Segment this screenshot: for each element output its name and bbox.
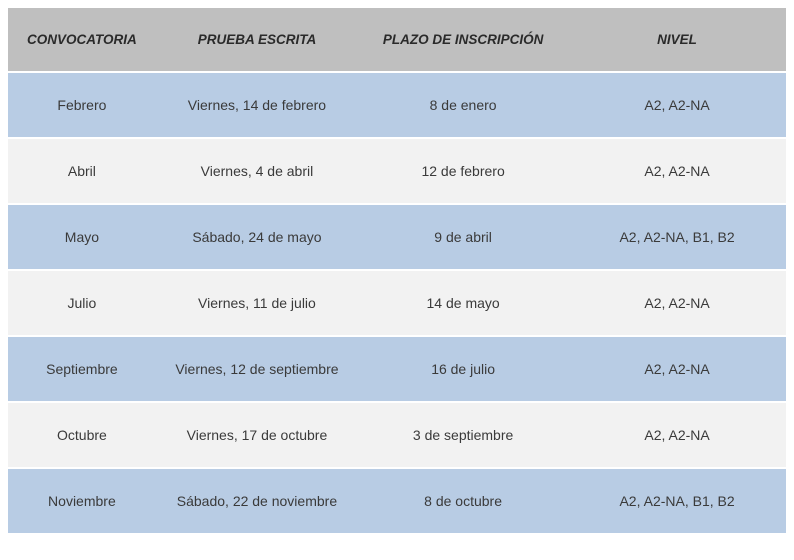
- table-row: Abril Viernes, 4 de abril 12 de febrero …: [8, 138, 786, 204]
- cell-plazo: 9 de abril: [358, 204, 568, 270]
- table-row: Febrero Viernes, 14 de febrero 8 de ener…: [8, 72, 786, 138]
- table-header: CONVOCATORIA PRUEBA ESCRITA PLAZO DE INS…: [8, 8, 786, 72]
- cell-convocatoria: Mayo: [8, 204, 156, 270]
- cell-prueba: Sábado, 24 de mayo: [156, 204, 358, 270]
- table-row: Mayo Sábado, 24 de mayo 9 de abril A2, A…: [8, 204, 786, 270]
- cell-prueba: Sábado, 22 de noviembre: [156, 468, 358, 534]
- cell-plazo: 3 de septiembre: [358, 402, 568, 468]
- cell-nivel: A2, A2-NA, B1, B2: [568, 204, 786, 270]
- cell-nivel: A2, A2-NA: [568, 336, 786, 402]
- cell-convocatoria: Julio: [8, 270, 156, 336]
- cell-convocatoria: Abril: [8, 138, 156, 204]
- cell-nivel: A2, A2-NA, B1, B2: [568, 468, 786, 534]
- cell-convocatoria: Octubre: [8, 402, 156, 468]
- table-row: Septiembre Viernes, 12 de septiembre 16 …: [8, 336, 786, 402]
- table-row: Octubre Viernes, 17 de octubre 3 de sept…: [8, 402, 786, 468]
- cell-plazo: 14 de mayo: [358, 270, 568, 336]
- header-plazo-inscripcion: PLAZO DE INSCRIPCIÓN: [358, 8, 568, 72]
- cell-plazo: 8 de enero: [358, 72, 568, 138]
- cell-prueba: Viernes, 11 de julio: [156, 270, 358, 336]
- cell-plazo: 12 de febrero: [358, 138, 568, 204]
- cell-prueba: Viernes, 17 de octubre: [156, 402, 358, 468]
- cell-prueba: Viernes, 12 de septiembre: [156, 336, 358, 402]
- schedule-table: CONVOCATORIA PRUEBA ESCRITA PLAZO DE INS…: [8, 8, 786, 535]
- cell-nivel: A2, A2-NA: [568, 72, 786, 138]
- cell-convocatoria: Noviembre: [8, 468, 156, 534]
- cell-nivel: A2, A2-NA: [568, 402, 786, 468]
- cell-plazo: 16 de julio: [358, 336, 568, 402]
- cell-nivel: A2, A2-NA: [568, 270, 786, 336]
- header-nivel: NIVEL: [568, 8, 786, 72]
- table-row: Noviembre Sábado, 22 de noviembre 8 de o…: [8, 468, 786, 534]
- table-row: Julio Viernes, 11 de julio 14 de mayo A2…: [8, 270, 786, 336]
- header-prueba-escrita: PRUEBA ESCRITA: [156, 8, 358, 72]
- cell-prueba: Viernes, 14 de febrero: [156, 72, 358, 138]
- cell-convocatoria: Febrero: [8, 72, 156, 138]
- schedule-table-container: CONVOCATORIA PRUEBA ESCRITA PLAZO DE INS…: [8, 8, 786, 535]
- cell-convocatoria: Septiembre: [8, 336, 156, 402]
- table-body: Febrero Viernes, 14 de febrero 8 de ener…: [8, 72, 786, 534]
- cell-nivel: A2, A2-NA: [568, 138, 786, 204]
- cell-plazo: 8 de octubre: [358, 468, 568, 534]
- header-convocatoria: CONVOCATORIA: [8, 8, 156, 72]
- cell-prueba: Viernes, 4 de abril: [156, 138, 358, 204]
